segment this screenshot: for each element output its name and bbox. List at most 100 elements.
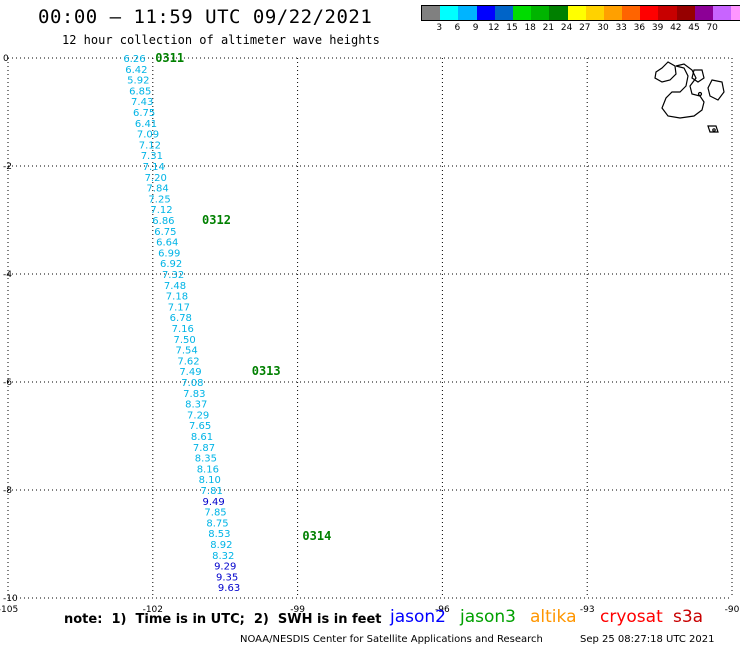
swh-label: 6.99	[158, 248, 180, 259]
island-shape	[654, 61, 677, 83]
y-tick-label: -6	[3, 378, 12, 388]
x-tick-label: -90	[725, 605, 740, 615]
satellite-track: 6.266.425.926.857.436.756.417.097.127.31…	[123, 54, 240, 594]
swh-label: 7.09	[137, 130, 159, 141]
swh-label: 9.29	[214, 562, 236, 573]
swh-label: 7.14	[143, 162, 165, 173]
legend-swatch	[567, 6, 586, 20]
swh-label: 6.75	[154, 227, 176, 238]
swh-label: 6.42	[125, 65, 147, 76]
satellite-legend-item: cryosat	[600, 607, 663, 627]
time-label: 0314	[302, 529, 331, 543]
swh-label: 8.32	[212, 551, 234, 562]
map-grid	[7, 57, 733, 599]
island-shape	[707, 79, 725, 101]
legend-label: 9	[472, 23, 479, 33]
legend-label: 70	[706, 23, 718, 33]
legend-label: 42	[670, 23, 682, 33]
swh-label: 7.25	[148, 194, 170, 205]
legend-label: 15	[506, 23, 518, 33]
swh-label: 6.26	[123, 54, 145, 65]
time-label: 0311	[155, 51, 184, 65]
x-tick-label: -93	[580, 605, 595, 615]
swh-label: 6.41	[135, 119, 157, 130]
legend-label: 33	[615, 23, 627, 33]
galapagos-islands-outline	[654, 61, 725, 133]
footnote: note: 1) Time is in UTC; 2) SWH is in fe…	[64, 612, 382, 627]
island-dot	[697, 91, 703, 97]
satellite-legend-item: altika	[530, 607, 577, 627]
swh-label: 7.12	[150, 205, 172, 216]
legend-label: 3	[436, 23, 443, 33]
x-tick-label: -105	[0, 605, 18, 615]
legend-swatch	[458, 6, 477, 20]
swh-label: 6.92	[160, 259, 182, 270]
x-tick-label: -102	[143, 605, 163, 615]
swh-label: 8.37	[185, 400, 207, 411]
swh-label: 7.12	[139, 140, 161, 151]
y-tick-label: 0	[3, 54, 9, 64]
legend-label: 12	[488, 23, 500, 33]
swh-label: 9.35	[216, 572, 238, 583]
swh-label: 7.16	[172, 324, 194, 335]
swh-label: 7.17	[168, 302, 190, 313]
swh-label: 9.49	[202, 497, 224, 508]
legend-swatch	[512, 6, 532, 20]
legend-label: 36	[633, 23, 646, 33]
swh-label: 8.16	[197, 464, 219, 475]
island-shape	[691, 69, 705, 83]
page-subtitle: 12 hour collection of altimeter wave hei…	[62, 33, 380, 47]
swh-label: 8.61	[191, 432, 213, 443]
legend-label: 24	[560, 23, 573, 33]
swh-label: 7.49	[179, 367, 201, 378]
swh-label: 8.75	[206, 518, 228, 529]
swh-label: 8.53	[208, 529, 230, 540]
legend-swatch	[476, 6, 495, 20]
time-label: 0312	[202, 213, 231, 227]
swh-label: 7.54	[175, 346, 197, 357]
swh-label: 6.64	[156, 238, 178, 249]
x-tick-label: -99	[290, 605, 305, 615]
legend-swatch	[531, 6, 550, 20]
island-shape	[661, 63, 705, 119]
swh-label: 7.32	[162, 270, 184, 281]
swh-label: 7.65	[189, 421, 211, 432]
time-label: 0313	[252, 364, 281, 378]
legend-swatch	[640, 6, 659, 20]
legend-label: 21	[542, 23, 555, 33]
legend-swatches	[421, 5, 740, 21]
legend-swatch	[622, 6, 641, 20]
x-tick-label: -96	[435, 605, 450, 615]
legend-swatch	[694, 6, 713, 20]
swh-label: 7.62	[177, 356, 199, 367]
swh-label: 7.31	[141, 151, 163, 162]
swh-label: 7.18	[166, 292, 188, 303]
legend-swatch	[494, 6, 513, 20]
swh-label: 7.84	[146, 184, 168, 195]
swh-label: 8.92	[210, 540, 232, 551]
swh-label: 7.81	[201, 486, 223, 497]
swh-label: 6.75	[133, 108, 155, 119]
swh-label: 7.08	[181, 378, 203, 389]
island-dot	[712, 128, 716, 132]
legend-swatch	[676, 6, 695, 20]
swh-label: 9.63	[218, 583, 240, 594]
swh-label: 7.50	[174, 335, 196, 346]
swh-label: 7.48	[164, 281, 186, 292]
y-tick-label: -4	[3, 270, 12, 280]
swh-label: 7.87	[193, 443, 215, 454]
swh-label: 8.10	[199, 475, 221, 486]
y-tick-label: -10	[3, 594, 18, 604]
legend-swatch	[549, 6, 568, 20]
swh-label: 8.35	[195, 454, 217, 465]
legend-label: 27	[579, 23, 591, 33]
legend-label: 18	[524, 23, 536, 33]
swh-label: 7.20	[145, 173, 167, 184]
legend-swatch	[713, 6, 732, 20]
track-time-labels: 0311 0312 0313 0314	[155, 51, 331, 543]
legend-swatch	[585, 6, 604, 20]
legend-swatch	[658, 6, 677, 20]
